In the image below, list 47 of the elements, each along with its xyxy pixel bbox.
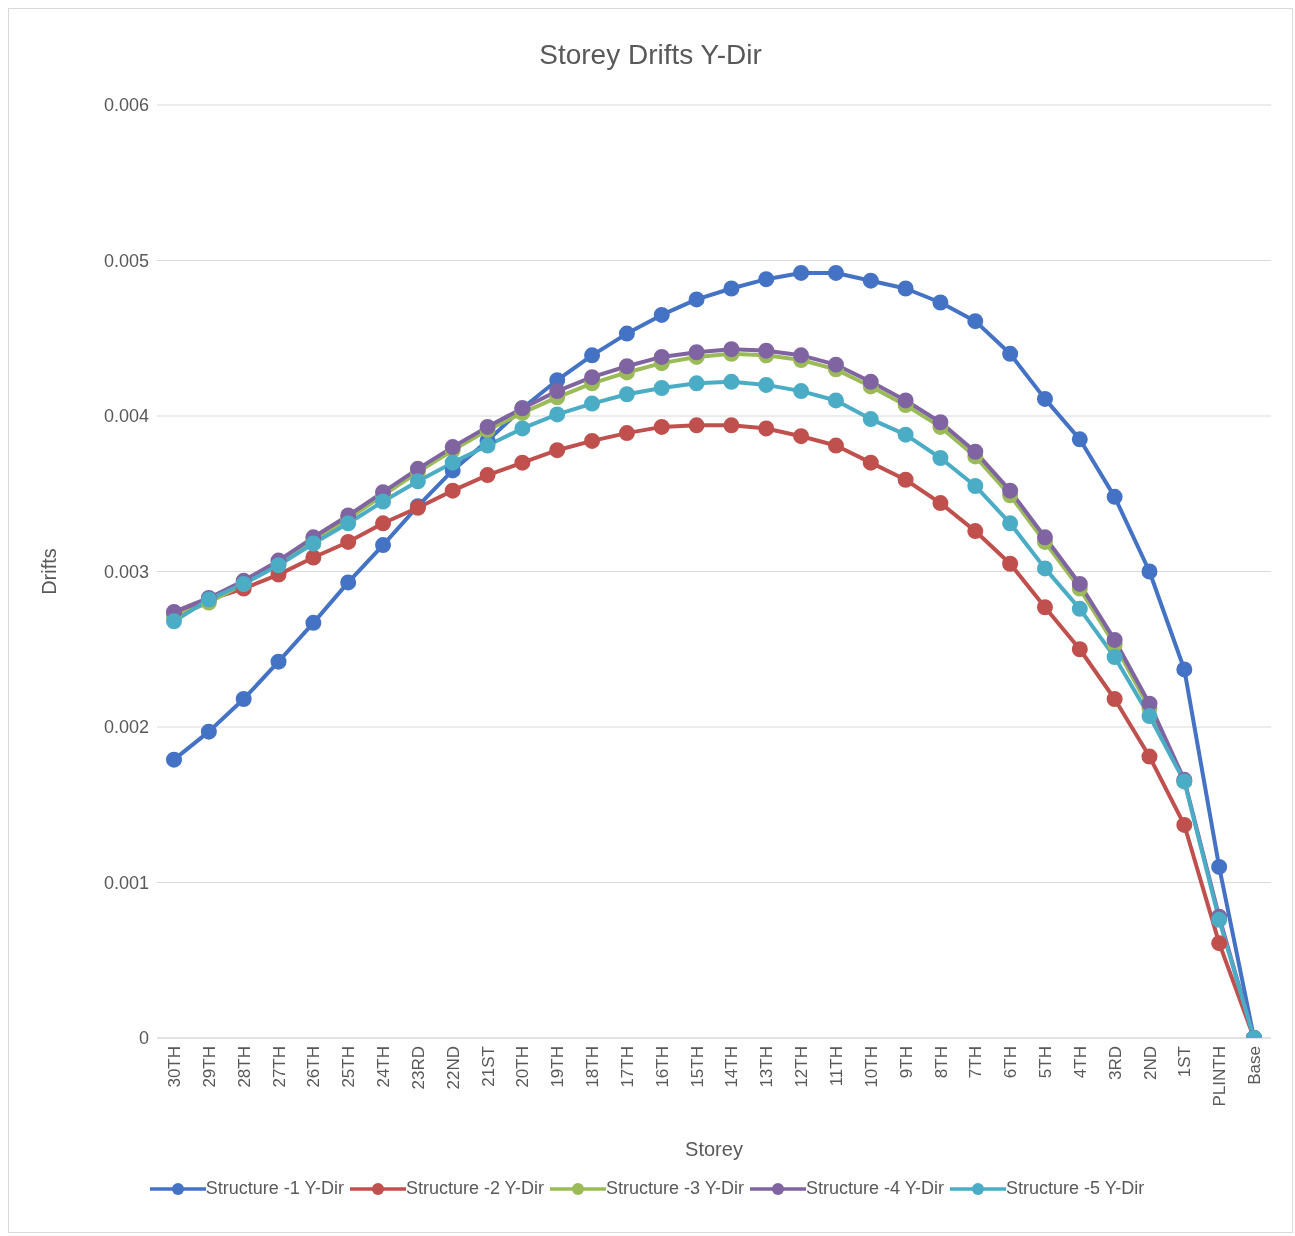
x-tick-label: 3RD xyxy=(1105,1046,1125,1081)
y-tick-label: 0.005 xyxy=(103,250,149,271)
x-tick-label: 10TH xyxy=(861,1046,881,1088)
x-tick-label: 25TH xyxy=(339,1046,359,1088)
x-tick-label: 2ND xyxy=(1140,1046,1160,1081)
x-tick-label: 26TH xyxy=(304,1046,324,1088)
y-tick-label: 0.006 xyxy=(103,95,149,116)
x-tick-label: 9TH xyxy=(896,1046,916,1079)
x-tick-label: 15TH xyxy=(687,1046,707,1088)
chart-title: Storey Drifts Y-Dir xyxy=(538,39,763,71)
x-tick-label: Base xyxy=(1245,1046,1265,1085)
x-tick-label: 17TH xyxy=(617,1046,637,1088)
x-tick-label: 28TH xyxy=(234,1046,254,1088)
x-tick-label: 8TH xyxy=(931,1046,951,1079)
y-tick-label: 0.001 xyxy=(103,872,149,893)
legend-label: Structure -2 Y-Dir xyxy=(405,1178,544,1199)
x-tick-label: 12TH xyxy=(792,1046,812,1088)
x-tick-label: 30TH xyxy=(165,1046,185,1088)
x-tick-label: 16TH xyxy=(652,1046,672,1088)
y-axis-title: Drifts xyxy=(38,548,61,595)
x-tick-label: 29TH xyxy=(199,1046,219,1088)
x-tick-label: 19TH xyxy=(548,1046,568,1088)
legend-label: Structure -3 Y-Dir xyxy=(605,1178,745,1199)
x-tick-label: PLINTH xyxy=(1210,1046,1230,1107)
x-tick-label: 4TH xyxy=(1070,1046,1090,1079)
x-tick-label: 7TH xyxy=(966,1046,986,1079)
legend-label: Structure -5 Y-Dir xyxy=(1006,1178,1145,1199)
x-tick-label: 1ST xyxy=(1175,1046,1195,1078)
x-tick-label: 27TH xyxy=(269,1046,289,1088)
x-axis-title: Storey xyxy=(685,1138,743,1160)
y-tick-label: 0 xyxy=(138,1028,149,1049)
x-tick-label: 22ND xyxy=(443,1046,463,1090)
x-tick-label: 24TH xyxy=(374,1046,394,1088)
legend-label: Structure -4 Y-Dir xyxy=(806,1178,945,1199)
x-tick-label: 5TH xyxy=(1036,1046,1056,1079)
y-tick-label: 0.002 xyxy=(103,717,149,738)
y-tick-label: 0.003 xyxy=(103,561,149,582)
x-tick-label: 23RD xyxy=(408,1046,428,1090)
x-tick-label: 11TH xyxy=(827,1046,847,1087)
x-tick-label: 18TH xyxy=(583,1046,603,1088)
x-tick-label: 6TH xyxy=(1001,1046,1021,1079)
x-tick-label: 14TH xyxy=(722,1046,742,1088)
x-tick-label: 13TH xyxy=(757,1046,777,1088)
y-tick-label: 0.004 xyxy=(103,406,149,427)
x-tick-label: 20TH xyxy=(513,1046,533,1088)
x-tick-label: 21ST xyxy=(478,1046,498,1087)
legend-label: Structure -1 Y-Dir xyxy=(205,1178,344,1199)
